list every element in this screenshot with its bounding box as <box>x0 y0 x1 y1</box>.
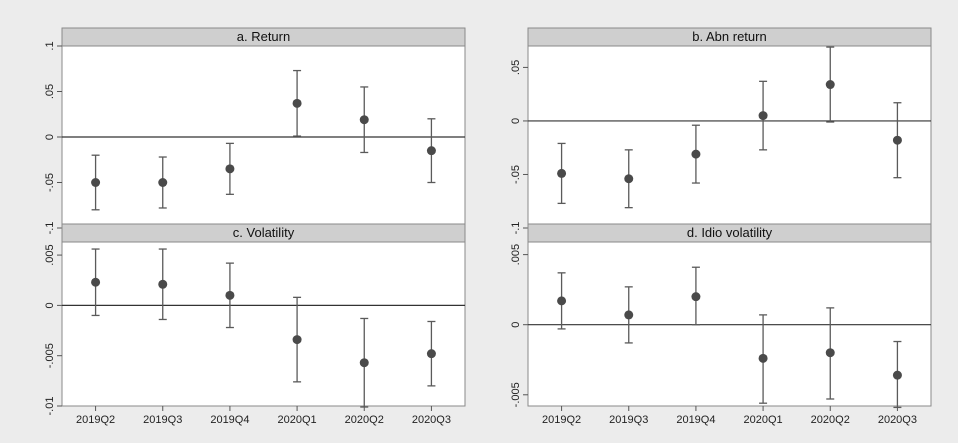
x-tick-label: 2019Q2 <box>542 414 581 426</box>
point-estimate <box>91 178 101 187</box>
y-tick-label: -.01 <box>44 397 56 416</box>
point-estimate <box>426 146 436 156</box>
y-tick-label: -.1 <box>510 222 522 235</box>
y-tick-label: .005 <box>510 244 522 265</box>
y-tick-label: -.005 <box>44 343 56 368</box>
x-tick-label: 2020Q3 <box>878 414 917 426</box>
panel-title: d. Idio volatility <box>687 225 773 240</box>
point-estimate <box>624 310 634 320</box>
y-tick-label: -.05 <box>44 173 56 192</box>
plot-area <box>61 241 466 407</box>
x-tick-label: 2019Q3 <box>143 414 182 426</box>
panels: a. Return .1 .05 0 -.05 -.1 b. Abn return .05 0 -… <box>44 27 932 426</box>
point-estimate <box>225 290 235 300</box>
point-estimate <box>225 164 235 174</box>
point-estimate <box>158 178 168 187</box>
y-tick-label: -.05 <box>510 165 522 184</box>
x-tick-label: 2019Q4 <box>676 414 715 426</box>
y-tick-label: 0 <box>510 322 522 328</box>
chart-panel-1: a. Return .1 .05 0 -.05 -.1 <box>44 27 466 235</box>
point-estimate <box>825 348 835 358</box>
x-tick-label: 2019Q4 <box>210 414 249 426</box>
y-tick-label: 0 <box>510 118 522 124</box>
point-estimate <box>624 174 634 184</box>
plot-area <box>527 45 932 229</box>
chart-panel-3: c. Volatility .005 0 -.005 -.01 2019Q2 2019Q3 2… <box>44 223 466 426</box>
y-tick-label: 0 <box>44 134 56 140</box>
plot-area <box>527 241 932 407</box>
point-estimate <box>158 279 168 289</box>
point-estimate <box>758 111 768 121</box>
point-estimate <box>557 296 567 306</box>
y-tick-label: .005 <box>44 244 56 265</box>
x-tick-label: 2020Q1 <box>278 414 317 426</box>
x-tick-label: 2020Q2 <box>811 414 850 426</box>
x-tick-label: 2020Q2 <box>345 414 384 426</box>
point-estimate <box>758 353 768 363</box>
point-estimate <box>557 168 567 178</box>
y-tick-label: .05 <box>44 84 56 99</box>
y-tick-label: -.005 <box>510 382 522 407</box>
x-tick-label: 2020Q1 <box>744 414 783 426</box>
y-tick-label: .05 <box>510 60 522 75</box>
point-estimate <box>691 149 701 159</box>
x-tick-label: 2019Q3 <box>609 414 648 426</box>
panel-title: a. Return <box>237 29 290 44</box>
chart-panel-2: b. Abn return .05 0 -.05 -.1 <box>510 27 932 235</box>
point-estimate <box>892 370 902 380</box>
point-estimate <box>825 80 835 90</box>
point-estimate <box>91 277 101 287</box>
panel-title: c. Volatility <box>233 225 295 240</box>
y-tick-label: 0 <box>44 302 56 308</box>
y-tick-label: .1 <box>44 41 56 50</box>
point-estimate <box>892 135 902 145</box>
panel-title: b. Abn return <box>692 29 766 44</box>
point-estimate <box>359 358 369 368</box>
point-estimate <box>691 292 701 302</box>
point-estimate <box>426 349 436 359</box>
y-tick-label: -.1 <box>44 222 56 235</box>
x-tick-label: 2020Q3 <box>412 414 451 426</box>
point-estimate <box>292 98 302 108</box>
chart-panel-4: d. Idio volatility .005 0 -.005 2019Q2 2019Q3… <box>510 223 932 426</box>
point-estimate <box>292 335 302 345</box>
point-estimate <box>359 115 369 125</box>
x-tick-label: 2019Q2 <box>76 414 115 426</box>
